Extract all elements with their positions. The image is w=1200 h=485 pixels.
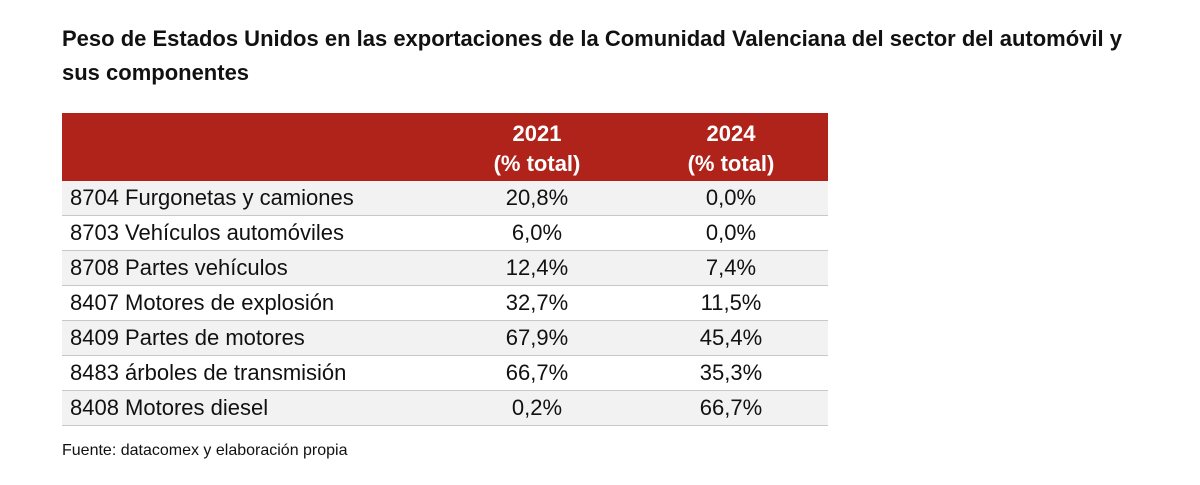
table-cell: 67,9% (440, 320, 634, 356)
table-row: 8703 Vehículos automóviles 6,0% 0,0% (62, 215, 828, 251)
header-unit: (% total) (687, 151, 775, 176)
table-row: 8407 Motores de explosión 32,7% 11,5% (62, 285, 828, 321)
header-cell (62, 113, 440, 181)
table-cell: 66,7% (634, 390, 828, 426)
table-cell: 20,8% (440, 181, 634, 216)
table-cell: 7,4% (634, 250, 828, 286)
header-row: 2021 (% total) 2024 (% total) (62, 113, 828, 181)
table-cell: 35,3% (634, 355, 828, 391)
title: Peso de Estados Unidos en las exportacio… (62, 26, 1122, 85)
header-year: 2021 (512, 121, 562, 146)
table-cell: 0,0% (634, 215, 828, 251)
table-cell: 0,2% (440, 390, 634, 426)
table-cell: 8704 Furgonetas y camiones (62, 181, 440, 216)
table-body: 8704 Furgonetas y camiones 20,8% 0,0% 8703 … (62, 181, 828, 426)
table-cell: 6,0% (440, 215, 634, 251)
table-cell: 45,4% (634, 320, 828, 356)
table-cell: 8483 árboles de transmisión (62, 355, 440, 391)
source: Fuente: datacomex y elaboración propia (62, 442, 348, 459)
table-row: 8409 Partes de motores 67,9% 45,4% (62, 320, 828, 356)
table-cell: 32,7% (440, 285, 634, 321)
table-cell: 66,7% (440, 355, 634, 391)
table-cell: 8409 Partes de motores (62, 320, 440, 356)
table-cell: 12,4% (440, 250, 634, 286)
table-cell: 8408 Motores diesel (62, 390, 440, 426)
table-row: 8708 Partes vehículos 12,4% 7,4% (62, 250, 828, 286)
table-cell: 11,5% (634, 285, 828, 321)
table-cell: 8407 Motores de explosión (62, 285, 440, 321)
table-cell: 0,0% (634, 181, 828, 216)
table-row: 8483 árboles de transmisión 66,7% 35,3% (62, 355, 828, 391)
table-header: 2021 (% total) 2024 (% total) (62, 113, 828, 181)
header-unit: (% total) (493, 151, 581, 176)
table-row: 8704 Furgonetas y camiones 20,8% 0,0% (62, 181, 828, 216)
header-year: 2024 (706, 121, 756, 146)
table-row: 8408 Motores diesel 0,2% 66,7% (62, 390, 828, 426)
table-cell: 8703 Vehículos automóviles (62, 215, 440, 251)
header-cell: 2021 (% total) (440, 113, 634, 181)
header-cell: 2024 (% total) (634, 113, 828, 181)
table-cell: 8708 Partes vehículos (62, 250, 440, 286)
data-table: 2021 (% total) 2024 (% total) 8704 Furgonet… (62, 113, 828, 426)
